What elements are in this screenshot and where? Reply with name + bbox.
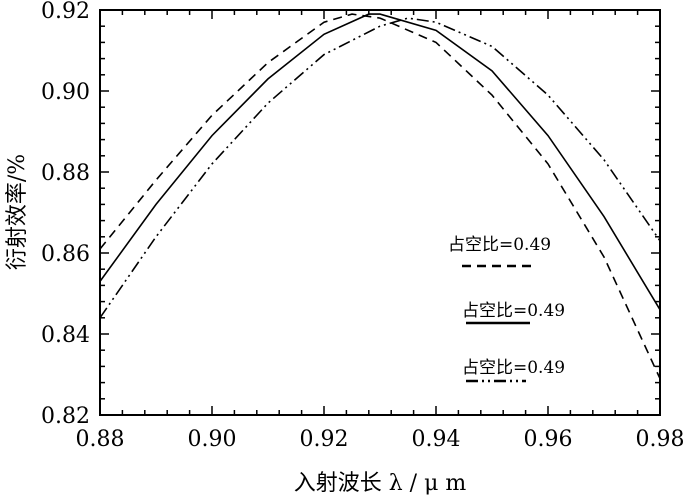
series-line-2 [99,13,661,311]
x-tick-label: 0.88 [76,427,125,452]
y-tick-label: 0.86 [41,242,90,267]
y-tick-label: 0.84 [41,323,90,348]
y-tick-label: 0.92 [41,0,90,24]
x-tick-label: 0.92 [300,427,349,452]
series-lines [99,13,661,379]
series-line-3 [99,17,661,319]
x-tick-label: 0.96 [524,427,573,452]
x-tick-label: 0.98 [636,427,685,452]
ticks [99,9,661,416]
legend-label-1: 占空比=0.49 [448,235,551,255]
y-tick-label: 0.88 [41,161,90,186]
series-line-1 [99,13,661,379]
legend-label-3: 占空比=0.49 [462,358,565,378]
tick-labels: 0.88 0.90 0.92 0.94 0.96 0.98 0.92 0.90 0.88 0.86… [41,0,684,452]
x-tick-label: 0.90 [188,427,237,452]
legend: 占空比=0.49 占空比=0.49 占空比=0.49 [448,235,565,383]
y-tick-label: 0.82 [41,404,90,429]
x-tick-label: 0.94 [412,427,461,452]
legend-label-2: 占空比=0.49 [462,301,565,321]
x-axis-label: 入射波长 λ / μ m [294,471,467,496]
plot-frame [99,9,661,416]
y-tick-label: 0.90 [41,80,90,105]
y-axis-label: 衍射效率/% [5,154,30,270]
